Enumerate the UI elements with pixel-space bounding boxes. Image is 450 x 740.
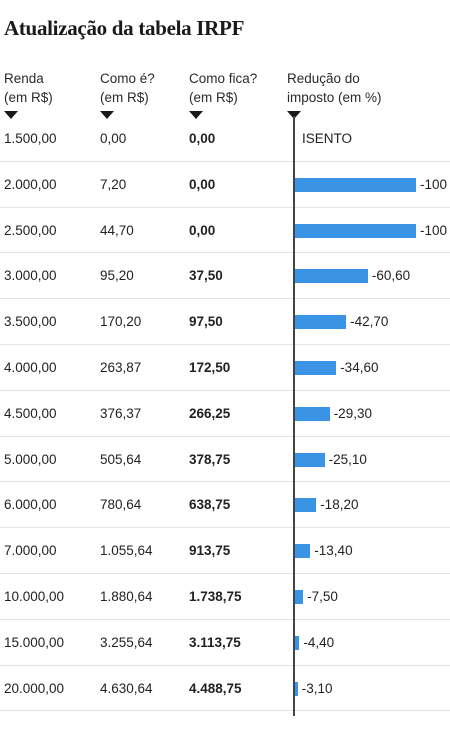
como-fica-cell: 4.488,75: [189, 680, 242, 696]
reduction-bar: [294, 544, 311, 559]
table-row: 4.500,00 376,37 266,25 -29,30: [0, 391, 450, 437]
header-como-e: Como é? (em R$): [100, 69, 155, 119]
table-row: 2.000,00 7,20 0,00 -100: [0, 162, 450, 208]
bar-value-label: -4,40: [303, 634, 335, 650]
renda-cell: 2.000,00: [4, 176, 57, 192]
header-como-fica: Como fica? (em R$): [189, 69, 258, 119]
reduction-bar: [294, 315, 347, 330]
bar-value-label: -3,10: [301, 680, 333, 696]
como-fica-cell: 97,50: [189, 314, 223, 330]
renda-cell: 6.000,00: [4, 497, 57, 513]
como-fica-cell: 0,00: [189, 176, 216, 192]
table-row: 3.000,00 95,20 37,50 -60,60: [0, 253, 450, 300]
como-fica-cell: 0,00: [189, 222, 216, 238]
bar-value-label: -25,10: [328, 451, 367, 467]
table-row: 10.000,00 1.880,64 1.738,75 -7,50: [0, 574, 450, 620]
header-reducao-line1: Redução do: [287, 71, 360, 86]
bar-value-label: -29,30: [333, 405, 372, 421]
header-renda-line2: (em R$): [4, 90, 53, 105]
exempt-label: ISENTO: [302, 131, 353, 146]
como-fica-cell: 3.113,75: [189, 634, 241, 650]
como-e-cell: 7,20: [100, 176, 127, 192]
zero-axis-line: [293, 116, 295, 716]
reduction-bar: [294, 681, 298, 696]
bar-value-label: -7,50: [307, 589, 338, 604]
header-como-e-line2: (em R$): [100, 90, 149, 105]
header-como-fica-line2: (em R$): [189, 90, 238, 105]
table-row: 2.500,00 44,70 0,00 -100: [0, 208, 450, 254]
sort-down-arrow-icon: [287, 111, 301, 119]
table-row: 6.000,00 780,64 638,75 -18,20: [0, 482, 450, 529]
como-e-cell: 4.630,64: [100, 680, 153, 696]
header-como-fica-line1: Como fica?: [189, 71, 258, 86]
renda-cell: 15.000,00: [4, 634, 65, 650]
header-renda-line1: Renda: [4, 71, 44, 86]
como-fica-cell: 378,75: [189, 451, 231, 467]
como-fica-cell: 913,75: [189, 543, 231, 559]
reduction-bar: [294, 223, 416, 238]
reduction-bar: [294, 361, 337, 375]
reduction-bar: [294, 452, 325, 467]
header-reducao-line2: imposto (em %): [287, 90, 382, 105]
reduction-bar: [294, 590, 304, 604]
renda-cell: 5.000,00: [4, 451, 57, 467]
como-e-cell: 780,64: [100, 497, 142, 513]
header-como-e-line1: Como é?: [100, 71, 155, 86]
bar-value-label: -100: [420, 222, 448, 238]
reduction-bar: [294, 635, 300, 650]
renda-cell: 1.500,00: [4, 131, 57, 146]
como-e-cell: 44,70: [100, 222, 134, 238]
como-fica-cell: 37,50: [189, 268, 223, 284]
como-e-cell: 1.880,64: [100, 589, 153, 604]
renda-cell: 2.500,00: [4, 222, 57, 238]
table-row: 15.000,00 3.255,64 3.113,75 -4,40: [0, 620, 450, 666]
como-e-cell: 170,20: [100, 314, 142, 330]
renda-cell: 4.000,00: [4, 360, 57, 375]
bar-value-label: -100: [420, 176, 448, 192]
como-fica-cell: 266,25: [189, 405, 231, 421]
como-e-cell: 263,87: [100, 360, 142, 375]
table-row: 1.500,00 0,00 0,00 ISENTO: [0, 116, 450, 162]
sort-down-arrow-icon: [189, 111, 203, 119]
como-e-cell: 376,37: [100, 405, 142, 421]
table-row: 4.000,00 263,87 172,50 -34,60: [0, 345, 450, 391]
reduction-bar: [294, 498, 317, 513]
bar-value-label: -42,70: [350, 314, 389, 330]
como-fica-cell: 1.738,75: [189, 589, 242, 604]
sort-down-arrow-icon: [100, 111, 114, 119]
renda-cell: 10.000,00: [4, 589, 65, 604]
bar-value-label: -13,40: [314, 543, 353, 559]
como-e-cell: 0,00: [100, 131, 127, 146]
bar-value-label: -34,60: [340, 360, 379, 375]
como-e-cell: 95,20: [100, 268, 134, 284]
bar-value-label: -60,60: [371, 268, 411, 284]
renda-cell: 3.500,00: [4, 314, 57, 330]
como-fica-cell: 638,75: [189, 497, 231, 513]
header-reducao: Redução do imposto (em %): [287, 69, 382, 119]
bar-value-label: -18,20: [320, 497, 359, 513]
table-row: 20.000,00 4.630,64 4.488,75 -3,10: [0, 666, 450, 712]
como-fica-cell: 0,00: [189, 131, 216, 146]
chart-title: Atualização da tabela IRPF: [4, 16, 245, 40]
table-row: 7.000,00 1.055,64 913,75 -13,40: [0, 528, 450, 574]
renda-cell: 4.500,00: [4, 405, 57, 421]
reduction-bar: [294, 406, 330, 421]
renda-cell: 7.000,00: [4, 543, 57, 559]
renda-cell: 20.000,00: [4, 680, 65, 696]
header-renda: Renda (em R$): [4, 69, 53, 119]
como-e-cell: 505,64: [100, 451, 142, 467]
sort-down-arrow-icon: [4, 111, 18, 119]
renda-cell: 3.000,00: [4, 268, 57, 284]
reduction-bar: [294, 177, 416, 192]
table-row: 3.500,00 170,20 97,50 -42,70: [0, 299, 450, 345]
table-row: 5.000,00 505,64 378,75 -25,10: [0, 437, 450, 483]
como-fica-cell: 172,50: [189, 360, 231, 375]
reduction-bar: [294, 269, 368, 284]
como-e-cell: 1.055,64: [100, 543, 153, 559]
como-e-cell: 3.255,64: [100, 634, 153, 650]
